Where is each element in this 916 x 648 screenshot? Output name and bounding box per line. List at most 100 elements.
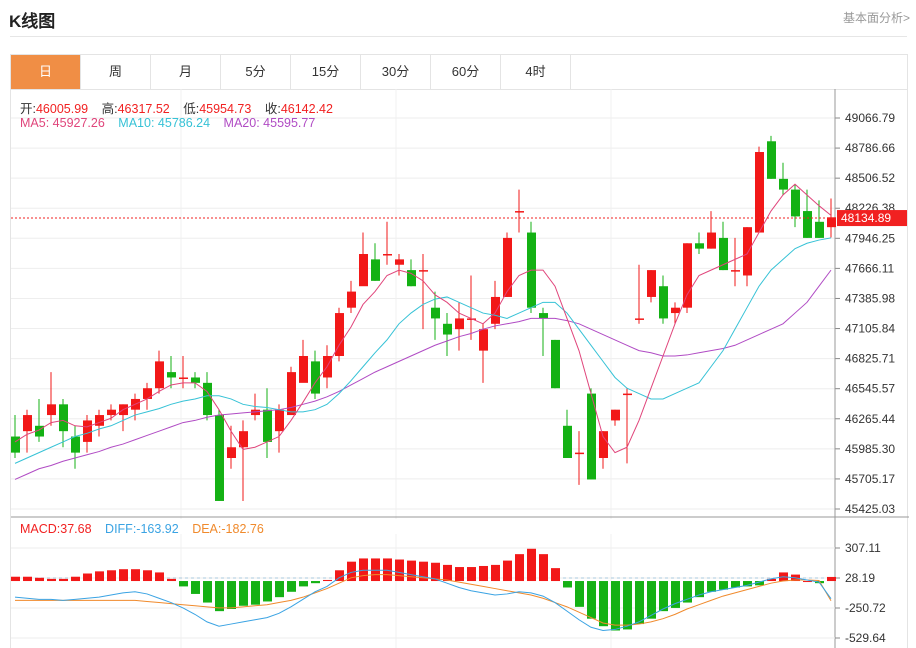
macd-bar bbox=[311, 581, 320, 584]
candle-body bbox=[107, 409, 116, 416]
macd-bar bbox=[695, 581, 704, 598]
candle-body bbox=[419, 270, 428, 272]
macd-bar bbox=[227, 581, 236, 609]
fundamental-analysis-link[interactable]: 基本面分析> bbox=[842, 11, 910, 25]
macd-bar bbox=[35, 577, 44, 582]
macd-info: MACD:37.68 DIFF:-163.92 DEA:-182.76 bbox=[20, 522, 264, 536]
tab-4hour[interactable]: 4时 bbox=[501, 55, 571, 89]
candle-body bbox=[407, 270, 416, 287]
kline-chart-area[interactable]: 49066.79 48786.66 48506.52 48226.38 47946.25… bbox=[10, 89, 909, 648]
macd-label: MACD: bbox=[20, 522, 61, 536]
tab-5min[interactable]: 5分 bbox=[221, 55, 291, 89]
price-tick-label: 45705.17 bbox=[845, 472, 895, 486]
candle-body bbox=[623, 393, 632, 396]
candle-body bbox=[299, 356, 308, 383]
candle-body bbox=[767, 141, 776, 179]
tab-week[interactable]: 周 bbox=[81, 55, 151, 89]
tab-month[interactable]: 月 bbox=[151, 55, 221, 89]
tab-60min[interactable]: 60分 bbox=[431, 55, 501, 89]
candle-body bbox=[575, 452, 584, 455]
candle-body bbox=[695, 243, 704, 249]
price-tick-label: 49066.79 bbox=[845, 111, 895, 125]
candle-body bbox=[539, 313, 548, 319]
candle-body bbox=[95, 415, 104, 426]
macd-bar bbox=[335, 570, 344, 582]
candle-body bbox=[479, 329, 488, 351]
macd-bar bbox=[551, 568, 560, 582]
price-tick-label: 47666.11 bbox=[845, 261, 894, 275]
price-tick-label: 45425.03 bbox=[845, 502, 895, 516]
candle-body bbox=[791, 189, 800, 217]
candle-body bbox=[263, 409, 272, 442]
candle-body bbox=[731, 270, 740, 272]
macd-bar bbox=[119, 569, 128, 582]
macd-bar bbox=[323, 579, 332, 582]
candle-body bbox=[395, 259, 404, 265]
high-value: 46317.52 bbox=[117, 102, 170, 116]
macd-bar bbox=[743, 581, 752, 587]
candle-body bbox=[311, 361, 320, 394]
price-tick-label: 47946.25 bbox=[845, 231, 895, 245]
tab-day[interactable]: 日 bbox=[11, 55, 81, 89]
candle-body bbox=[683, 243, 692, 308]
macd-bar bbox=[167, 578, 176, 582]
macd-bar bbox=[575, 581, 584, 607]
macd-value: 37.68 bbox=[60, 522, 92, 536]
macd-bar bbox=[155, 572, 164, 582]
candle-body bbox=[359, 254, 368, 287]
macd-bar bbox=[299, 581, 308, 587]
macd-bar bbox=[467, 567, 476, 582]
macd-bar bbox=[383, 558, 392, 582]
candle-body bbox=[251, 409, 260, 416]
candle-body bbox=[755, 152, 764, 233]
macd-bar bbox=[239, 581, 248, 606]
candle-body bbox=[179, 377, 188, 379]
macd-bar bbox=[635, 581, 644, 625]
tab-15min[interactable]: 15分 bbox=[291, 55, 361, 89]
macd-bar bbox=[215, 581, 224, 612]
candle-body bbox=[287, 372, 296, 416]
macd-bar bbox=[491, 564, 500, 582]
macd-bar bbox=[203, 581, 212, 603]
candle-body bbox=[167, 372, 176, 378]
diff-line bbox=[14, 569, 832, 632]
candle-body bbox=[707, 232, 716, 249]
macd-bar bbox=[527, 548, 536, 582]
ma5-line bbox=[14, 183, 832, 454]
candle-body bbox=[383, 254, 392, 256]
candle-body bbox=[803, 211, 812, 238]
candle-body bbox=[431, 307, 440, 319]
macd-bar bbox=[371, 558, 380, 582]
ma20-label: MA20: bbox=[223, 116, 260, 130]
macd-bar bbox=[407, 560, 416, 582]
ma20-value: 45595.77 bbox=[263, 116, 316, 130]
candle-body bbox=[347, 291, 356, 308]
macd-bar bbox=[623, 581, 632, 630]
candle-body bbox=[215, 415, 224, 501]
candle-body bbox=[827, 217, 836, 228]
low-value: 45954.73 bbox=[199, 102, 252, 116]
diff-label: DIFF: bbox=[105, 522, 137, 536]
candle-body bbox=[659, 286, 668, 319]
macd-bar bbox=[803, 581, 812, 583]
macd-bar bbox=[95, 571, 104, 582]
macd-bar bbox=[23, 576, 32, 582]
ma-info: MA5: 45927.26 MA10: 45786.24 MA20: 45595… bbox=[20, 116, 315, 130]
candle-body bbox=[719, 237, 728, 271]
price-tick-label: 48506.52 bbox=[845, 171, 895, 185]
macd-bar bbox=[251, 581, 260, 605]
candle-body bbox=[203, 382, 212, 416]
candle-body bbox=[59, 404, 68, 432]
kline-svg[interactable]: 49066.7948786.6648506.5248226.3847946.25… bbox=[11, 89, 909, 648]
macd-bar bbox=[587, 581, 596, 619]
period-tabs: 日 周 月 5分 15分 30分 60分 4时 bbox=[10, 54, 908, 90]
ma20-line bbox=[14, 269, 832, 480]
current-price-tag bbox=[837, 210, 907, 227]
close-label: 收: bbox=[264, 102, 281, 116]
tab-30min[interactable]: 30分 bbox=[361, 55, 431, 89]
candle-body bbox=[371, 259, 380, 281]
candle-body bbox=[515, 211, 524, 213]
candle-body bbox=[239, 431, 248, 448]
candle-body bbox=[47, 404, 56, 416]
candle-body bbox=[743, 227, 752, 276]
